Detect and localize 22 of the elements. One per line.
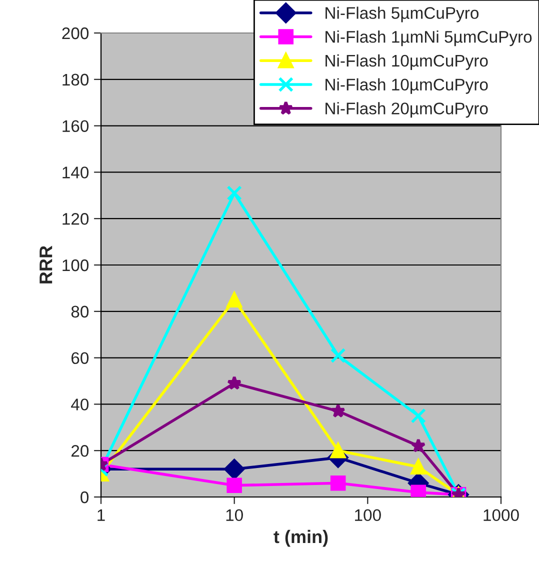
y-tick-label: 20 xyxy=(71,445,89,457)
y-tick-label: 60 xyxy=(72,352,89,364)
y-axis-title: RRR xyxy=(40,246,52,284)
legend-label: Ni-Flash 5µmCuPyro xyxy=(326,6,479,22)
y-tick-label: 80 xyxy=(71,306,89,318)
y-tick-label: 180 xyxy=(62,74,89,86)
y-tick-label: 200 xyxy=(62,27,89,40)
y-tick-label: 120 xyxy=(62,213,89,225)
legend-label: Ni-Flash 10µmCuPyro xyxy=(326,54,488,70)
x-axis-title: t (min) xyxy=(274,530,328,547)
x-tick-label: 100 xyxy=(355,509,381,522)
y-tick-label: 140 xyxy=(62,166,89,178)
x-tick-label: 1 xyxy=(98,509,105,521)
y-tick-label: 40 xyxy=(71,398,89,410)
legend-label: Ni-Flash 10µmCuPyro xyxy=(326,78,488,94)
legend-label: Ni-Flash 20µmCuPyro xyxy=(326,102,488,118)
y-tick-label: 0 xyxy=(80,491,89,504)
legend-label: Ni-Flash 1µmNi 5µmCuPyro xyxy=(326,30,532,46)
y-tick-label: 160 xyxy=(62,120,89,132)
y-tick-label: 100 xyxy=(62,259,89,272)
x-tick-label: 1000 xyxy=(484,509,519,522)
x-tick-label: 10 xyxy=(226,509,243,522)
